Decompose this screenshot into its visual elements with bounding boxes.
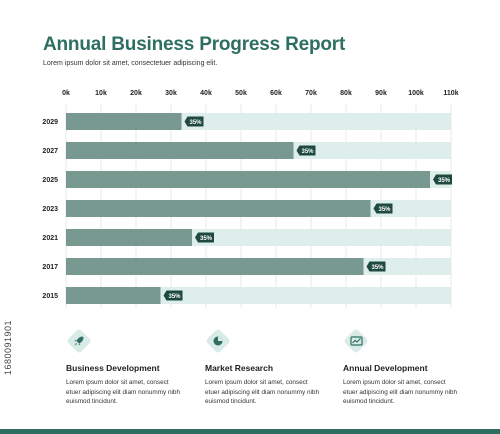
x-tick-label: 60k	[270, 90, 282, 97]
bar-track	[66, 287, 451, 304]
y-tick-label: 2029	[42, 119, 58, 126]
data-label-tag	[366, 261, 386, 272]
y-tick-label: 2025	[42, 177, 58, 184]
page-subtitle: Lorem ipsum dolor sit amet, consectetuer…	[43, 60, 218, 67]
pie-chart-icon	[205, 328, 231, 354]
data-label: 35%	[189, 120, 202, 126]
feature-text: Lorem ipsum dolor sit amet, consect etue…	[343, 379, 458, 405]
bar	[66, 287, 161, 304]
x-tick-label: 40k	[200, 90, 212, 97]
data-label: 35%	[378, 207, 391, 213]
feature-text: Lorem ipsum dolor sit amet, consect etue…	[205, 379, 320, 405]
data-label-tag	[373, 203, 393, 214]
x-tick-label: 30k	[165, 90, 177, 97]
bar	[66, 171, 430, 188]
data-label: 35%	[168, 294, 181, 300]
y-tick-label: 2023	[42, 206, 58, 213]
page-title: Annual Business Progress Report	[43, 34, 346, 55]
rocket-icon	[66, 328, 92, 354]
x-tick-label: 70k	[305, 90, 317, 97]
bar	[66, 258, 364, 275]
x-tick-label: 110k	[443, 90, 458, 97]
y-tick-label: 2017	[42, 264, 58, 271]
data-label: 35%	[371, 265, 384, 271]
data-label: 35%	[301, 149, 314, 155]
x-tick-label: 0k	[62, 90, 70, 97]
data-label: 35%	[200, 236, 213, 242]
data-label-tag	[296, 145, 316, 156]
bottom-bar	[0, 429, 500, 434]
bar-chart: 0k 10k 20k 30k 40k 50k 60k 70k 80k 90k 100k 110k 202…	[42, 90, 459, 308]
feature-title: Market Research	[205, 363, 274, 373]
side-id-label: 1680091901	[3, 320, 13, 376]
bar	[66, 229, 192, 246]
bar	[66, 200, 371, 217]
y-tick-label: 2027	[42, 148, 58, 155]
line-chart-icon	[343, 328, 369, 354]
feature-title: Annual Development	[343, 363, 428, 373]
data-label-tag	[433, 174, 452, 185]
x-tick-label: 50k	[235, 90, 247, 97]
x-tick-label: 10k	[95, 90, 107, 97]
feature-text: Lorem ipsum dolor sit amet, consect etue…	[66, 379, 181, 405]
data-label-tag	[184, 116, 204, 127]
data-label-tag	[195, 232, 214, 243]
x-tick-label: 80k	[340, 90, 352, 97]
x-tick-label: 90k	[375, 90, 387, 97]
data-label: 35%	[438, 178, 451, 184]
y-tick-label: 2015	[42, 293, 58, 300]
bar	[66, 113, 182, 130]
data-label-tag	[163, 290, 183, 301]
bar	[66, 142, 294, 159]
y-tick-label: 2021	[42, 235, 58, 242]
x-tick-label: 20k	[130, 90, 142, 97]
x-tick-label: 100k	[408, 90, 424, 97]
feature-title: Business Development	[66, 363, 160, 373]
